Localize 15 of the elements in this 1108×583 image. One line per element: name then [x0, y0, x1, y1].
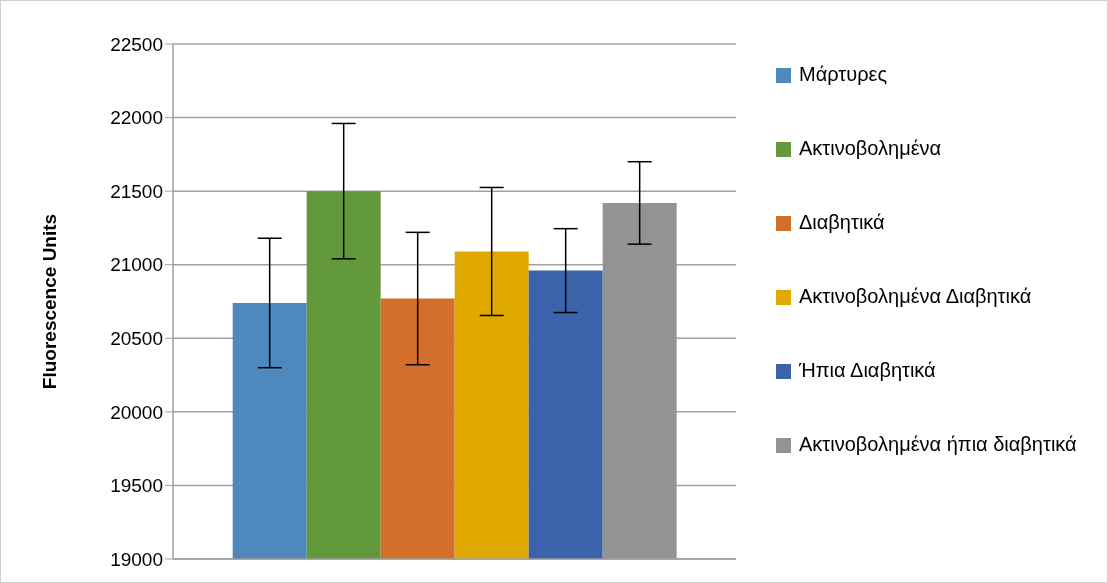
y-tick-label: 20500 [110, 328, 163, 350]
legend-label: Μάρτυρες [799, 62, 889, 87]
y-tick-label: 19500 [110, 475, 163, 497]
y-tick-label: 21000 [110, 254, 163, 276]
legend-label: Ακτινοβολημένα ήπια διαβητικά [799, 432, 1078, 457]
legend-label: Ακτινοβολημένα [799, 136, 943, 161]
y-tick-label: 21500 [110, 180, 163, 202]
legend-label: Ακτινοβολημένα Διαβητικά [799, 284, 1033, 309]
legend-label: Ήπια Διαβητικά [799, 358, 937, 383]
y-tick-label: 19000 [110, 548, 163, 570]
y-tick-label: 20000 [110, 401, 163, 423]
y-axis-title: Fluorescence Units [38, 213, 60, 390]
y-tick-label: 22500 [110, 33, 163, 55]
legend-label: Διαβητικά [799, 210, 886, 235]
y-tick-label: 22000 [110, 107, 163, 129]
